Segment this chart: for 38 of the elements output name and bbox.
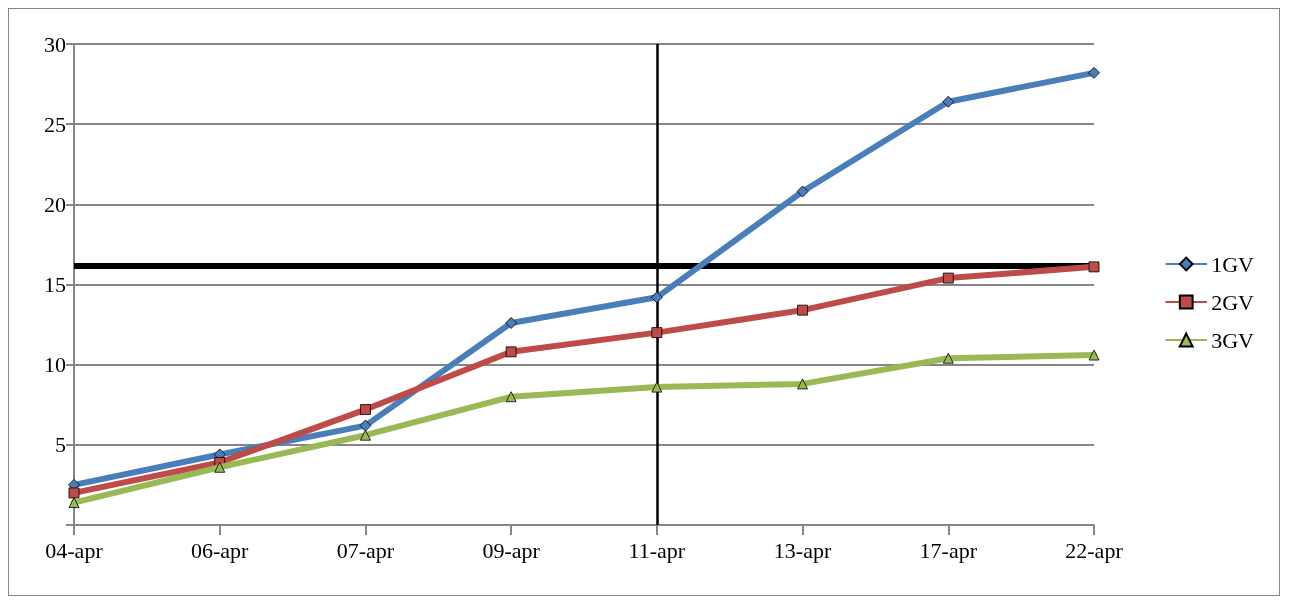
point <box>360 404 371 415</box>
point <box>1088 66 1100 79</box>
point <box>942 272 954 284</box>
point <box>942 352 954 364</box>
point <box>68 497 80 508</box>
point <box>1088 261 1100 273</box>
x-tick-label: 07-apr <box>336 537 395 563</box>
legend-label: 2GV <box>1211 289 1255 315</box>
y-tick-label: 30 <box>44 31 66 57</box>
y-tick-label: 10 <box>44 352 66 378</box>
point <box>651 327 663 338</box>
point <box>360 429 371 441</box>
x-tick-label: 13-apr <box>773 537 832 563</box>
x-tick-label: 17-apr <box>919 537 978 563</box>
x-tick-label: 04-apr <box>45 537 104 563</box>
point <box>797 304 808 316</box>
point <box>942 95 955 108</box>
point <box>796 185 809 198</box>
x-tick-label: 11-apr <box>628 537 686 563</box>
x-tick-label: 22-apr <box>1065 537 1124 563</box>
legend-label: 3GV <box>1211 327 1255 353</box>
y-tick-label: 25 <box>44 111 66 137</box>
point <box>68 487 80 499</box>
y-tick-label: 5 <box>55 432 66 458</box>
point <box>1088 349 1100 361</box>
point <box>797 378 808 390</box>
legend-label: 1GV <box>1211 251 1255 277</box>
point <box>505 391 517 403</box>
point <box>650 291 663 304</box>
y-tick-label: 20 <box>44 191 66 217</box>
point <box>505 317 518 329</box>
point <box>651 381 663 393</box>
point <box>505 346 517 358</box>
point <box>359 419 372 432</box>
x-tick-label: 09-apr <box>482 537 541 563</box>
x-tick-label: 06-apr <box>191 537 250 563</box>
point <box>214 461 226 473</box>
y-tick-label: 15 <box>44 272 66 297</box>
